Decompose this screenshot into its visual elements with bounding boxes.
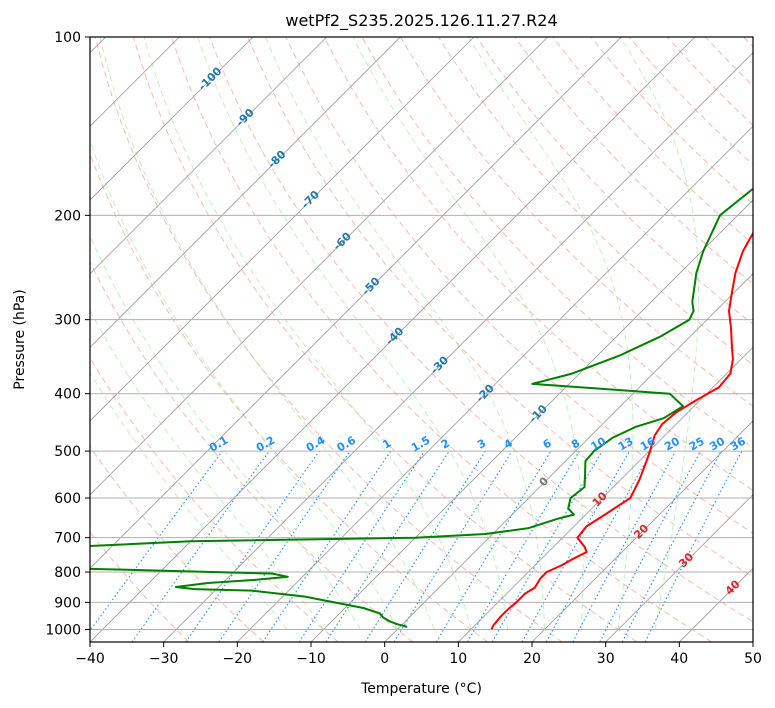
y-tick-label: 1000 bbox=[45, 622, 81, 638]
x-axis-label: Temperature (°C) bbox=[360, 681, 482, 697]
x-tick-label: 50 bbox=[744, 651, 762, 667]
background-lines bbox=[90, 37, 753, 642]
isotherm-line bbox=[90, 37, 401, 348]
dry-adiabat bbox=[90, 446, 264, 642]
x-tick-label: 40 bbox=[670, 651, 688, 667]
moist-adiabat bbox=[619, 37, 699, 630]
y-tick-label: 300 bbox=[54, 313, 81, 329]
moist-adiabat bbox=[143, 37, 472, 630]
y-tick-label: 500 bbox=[54, 444, 81, 460]
isotherm-line bbox=[237, 125, 753, 642]
moist-adiabat bbox=[352, 37, 584, 630]
x-tick-label: 30 bbox=[597, 651, 615, 667]
dry-adiabat bbox=[94, 37, 563, 642]
moist-adiabat bbox=[90, 309, 324, 630]
mixing-ratio-line bbox=[572, 450, 677, 642]
dry-adiabat bbox=[90, 356, 339, 642]
y-tick-label: 200 bbox=[54, 208, 81, 224]
x-tick-label: −20 bbox=[223, 651, 253, 667]
dry-adiabat bbox=[247, 37, 753, 578]
y-axis-label: Pressure (hPa) bbox=[12, 289, 28, 389]
grid-lines bbox=[90, 37, 753, 630]
y-tick-label: 100 bbox=[54, 30, 81, 46]
mixing-ratio-line bbox=[298, 450, 425, 642]
isotherm-line bbox=[605, 494, 753, 642]
isotherm-line bbox=[531, 420, 753, 642]
x-tick-label: −30 bbox=[149, 651, 179, 667]
moist-adiabat bbox=[99, 37, 435, 630]
dry-adiabat bbox=[514, 37, 753, 285]
mixing-ratio-line bbox=[90, 450, 223, 632]
moist-adiabat bbox=[467, 37, 634, 630]
dry-adiabat bbox=[90, 260, 414, 642]
x-tick-label: 0 bbox=[380, 651, 389, 667]
isotherm-line bbox=[90, 37, 475, 422]
moist-adiabat bbox=[265, 37, 546, 630]
dry-adiabat bbox=[285, 37, 753, 535]
isotherm-line bbox=[90, 37, 254, 201]
moist-adiabat bbox=[90, 371, 288, 630]
mixing-ratio-line bbox=[644, 450, 743, 642]
y-tick-label: 400 bbox=[54, 387, 81, 403]
mixing-ratio-line bbox=[545, 450, 653, 642]
y-tick-label: 800 bbox=[54, 565, 81, 581]
mixing-ratio-line bbox=[131, 450, 270, 642]
dry-adiabat bbox=[132, 37, 638, 642]
y-tick-label: 700 bbox=[54, 531, 81, 547]
x-tick-label: −10 bbox=[296, 651, 326, 667]
isotherm-line bbox=[458, 346, 753, 642]
x-tick-label: 10 bbox=[449, 651, 467, 667]
y-tick-label: 900 bbox=[54, 595, 81, 611]
mixing-ratio-line bbox=[262, 450, 392, 642]
mixing-ratio-line bbox=[325, 450, 450, 642]
isotherm-line bbox=[310, 199, 753, 642]
mixing-ratio-line bbox=[218, 450, 351, 642]
dry-adiabat bbox=[209, 37, 753, 623]
x-tick-label: 20 bbox=[523, 651, 541, 667]
dry-adiabat bbox=[323, 37, 753, 491]
moist-adiabat bbox=[197, 37, 509, 630]
isotherm-line bbox=[163, 52, 753, 642]
moist-adiabat bbox=[90, 138, 398, 630]
isotherm-line bbox=[90, 37, 327, 275]
y-tick-label: 600 bbox=[54, 491, 81, 507]
isotherm-line bbox=[90, 37, 622, 569]
plot-frame bbox=[89, 36, 754, 643]
isotherm-line bbox=[384, 273, 753, 642]
chart-title: wetPf2_S235.2025.126.11.27.R24 bbox=[285, 11, 557, 31]
isotherm-line bbox=[90, 37, 548, 496]
dry-adiabat bbox=[476, 37, 753, 325]
axes: −40 −30 −20 −10 0 10 20 30 40 50 100 200 300 400 500 60… bbox=[45, 30, 762, 667]
profile-lines bbox=[90, 187, 753, 630]
dewpoint-profile-line bbox=[90, 187, 753, 628]
mixing-ratio-line bbox=[185, 450, 320, 642]
moist-adiabat bbox=[90, 235, 361, 630]
dry-adiabat bbox=[171, 37, 712, 642]
mixing-ratio-line bbox=[393, 450, 513, 642]
temperature-profile-line bbox=[490, 231, 753, 630]
x-tick-label: −40 bbox=[75, 651, 105, 667]
